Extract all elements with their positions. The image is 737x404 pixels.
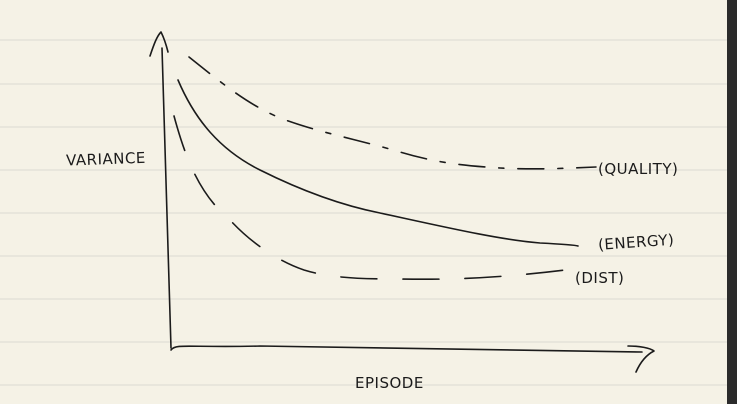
curve-dist — [173, 115, 566, 281]
ruled-lines — [0, 39, 727, 386]
curve-quality — [188, 56, 597, 170]
curve-label-quality: (QUALITY) — [598, 160, 678, 178]
y-axis — [149, 31, 172, 349]
y-axis-label: VARIANCE — [66, 149, 146, 170]
curve-energy — [177, 79, 579, 247]
curve-label-energy: (ENERGY) — [597, 231, 674, 254]
x-axis — [170, 345, 655, 373]
x-axis-label: EPISODE — [355, 374, 424, 392]
window-edge — [727, 0, 737, 404]
curve-label-dist: (DIST) — [575, 269, 624, 287]
